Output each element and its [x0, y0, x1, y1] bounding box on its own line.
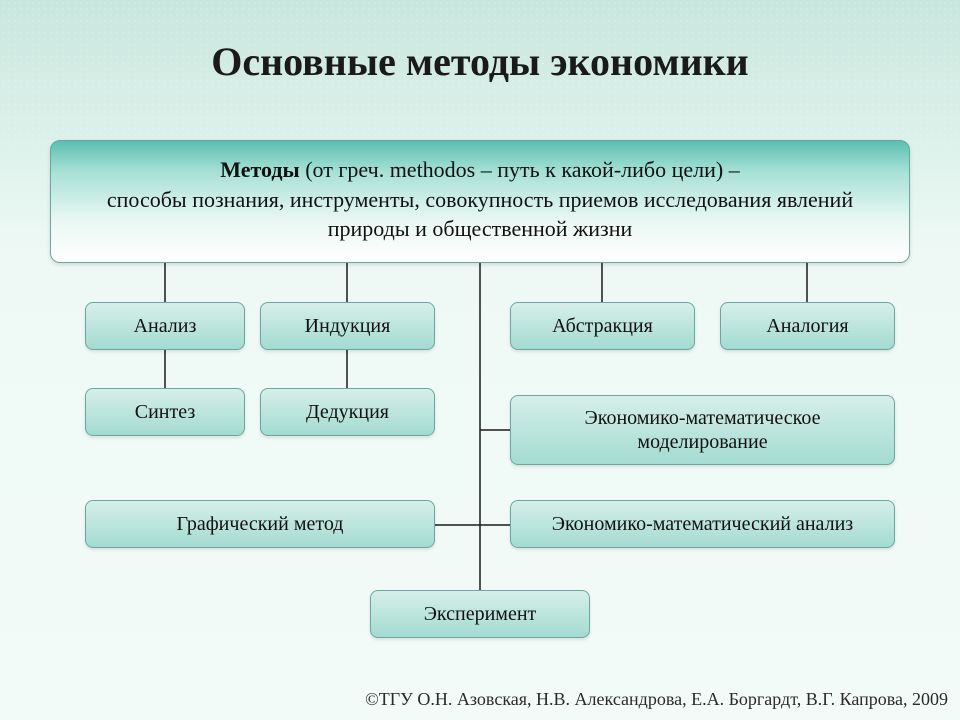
box-graphical: Графический метод	[85, 500, 435, 548]
box-analysis: Анализ	[85, 302, 245, 350]
definition-text-2: способы познания, инструменты, совокупно…	[107, 187, 853, 242]
box-induction: Индукция	[260, 302, 435, 350]
slide: Основные методы экономики Методы (от гре…	[0, 0, 960, 720]
box-analogy: Аналогия	[720, 302, 895, 350]
box-math-modeling: Экономико-математическое моделирование	[510, 395, 895, 465]
box-synthesis: Синтез	[85, 388, 245, 436]
definition-box: Методы (от греч. methodos – путь к какой…	[50, 140, 910, 263]
box-abstraction: Абстракция	[510, 302, 695, 350]
box-experiment: Эксперимент	[370, 590, 590, 638]
definition-lead: Методы	[220, 157, 299, 182]
definition-text-1: (от греч. methodos – путь к какой-либо ц…	[300, 157, 740, 182]
box-math-analysis: Экономико-математический анализ	[510, 500, 895, 548]
footer-copyright: ©ТГУ О.Н. Азовская, Н.В. Александрова, Е…	[0, 689, 960, 710]
page-title: Основные методы экономики	[0, 38, 960, 85]
box-deduction: Дедукция	[260, 388, 435, 436]
